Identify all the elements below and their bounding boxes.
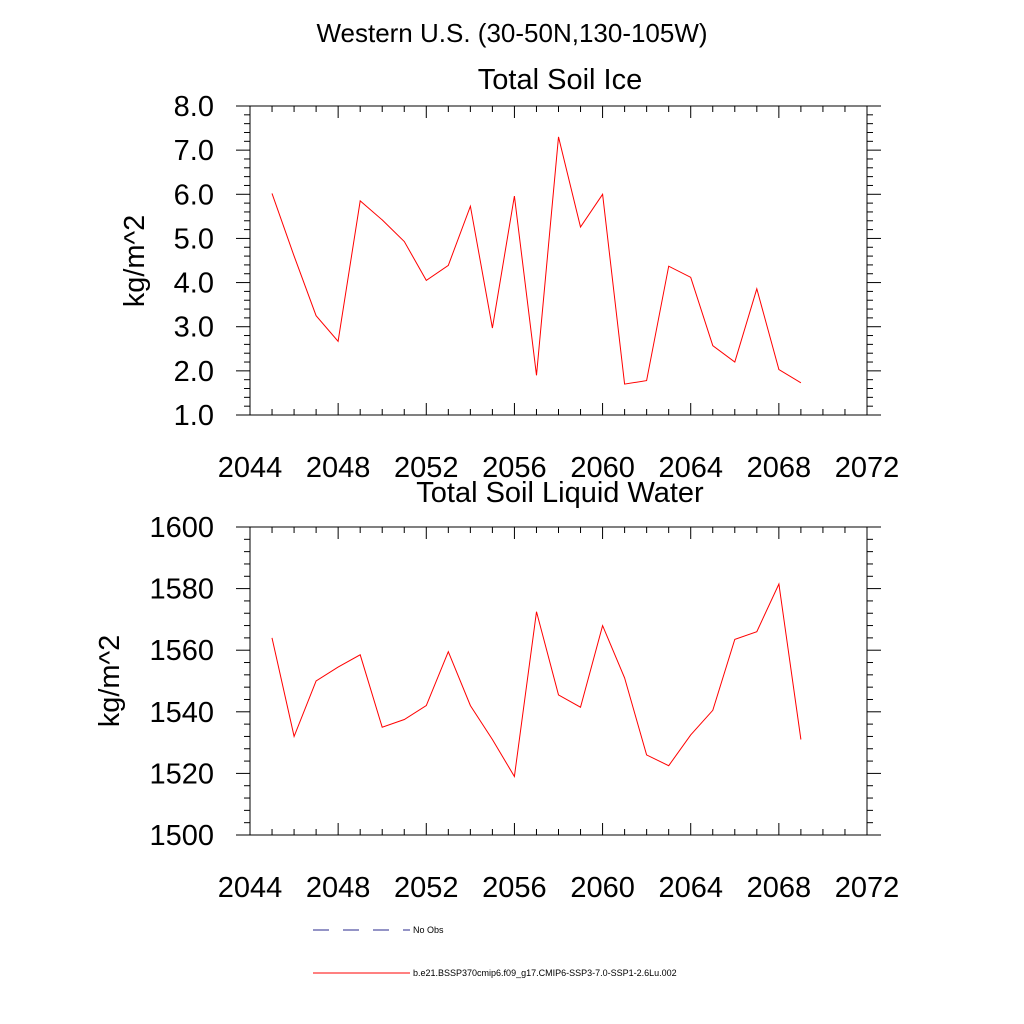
plot-frame	[249, 526, 868, 836]
y-tick-label: 7.0	[174, 135, 214, 167]
y-tick-label: 1600	[149, 512, 214, 544]
legend-entry-no-obs: No Obs	[313, 925, 444, 935]
y-tick-label: 3.0	[174, 312, 214, 344]
x-tick-label: 2060	[570, 872, 635, 904]
x-tick-label: 2060	[570, 452, 635, 484]
y-tick-label: 2.0	[174, 356, 214, 388]
y-tick-label: 1520	[149, 758, 214, 790]
y-tick-label: 1500	[149, 820, 214, 852]
y-tick-label: 6.0	[174, 179, 214, 211]
x-tick-label: 2052	[394, 872, 459, 904]
chart-total-soil-ice: Total Soil Ice kg/m^2 2044 2048 2052 2056 20…	[119, 64, 899, 484]
legend-entry-model: b.e21.BSSP370cmip6.f09_g17.CMIP6-SSP3-7.…	[313, 968, 677, 978]
x-tick-label: 2064	[658, 452, 723, 484]
x-tick-label: 2044	[218, 872, 283, 904]
series-line	[271, 582, 802, 778]
y-tick-label: 1560	[149, 635, 214, 667]
x-tick-label: 2072	[835, 452, 900, 484]
y-tick-label: 1.0	[174, 400, 214, 432]
y-tick-label: 8.0	[174, 91, 214, 123]
chart-total-soil-liquid-water: Total Soil Liquid Water kg/m^2 2044 2048 2…	[94, 477, 899, 904]
legend-label: No Obs	[413, 925, 444, 935]
series-line	[271, 136, 802, 385]
chart-title: Total Soil Liquid Water	[416, 477, 704, 509]
y-tick-label: 4.0	[174, 268, 214, 300]
x-tick-label: 2072	[835, 872, 900, 904]
legend: No Obs b.e21.BSSP370cmip6.f09_g17.CMIP6-…	[313, 925, 677, 978]
x-tick-label: 2064	[658, 872, 723, 904]
x-tick-label: 2048	[306, 452, 371, 484]
x-tick-label: 2044	[218, 452, 283, 484]
x-tick-label: 2056	[482, 452, 547, 484]
x-tick-label: 2068	[747, 452, 812, 484]
legend-label: b.e21.BSSP370cmip6.f09_g17.CMIP6-SSP3-7.…	[413, 968, 677, 978]
y-axis-label: kg/m^2	[94, 635, 126, 728]
plot-frame	[249, 105, 868, 416]
x-tick-label: 2052	[394, 452, 459, 484]
x-tick-label: 2048	[306, 872, 371, 904]
x-tick-label: 2068	[747, 872, 812, 904]
chart-title: Total Soil Ice	[478, 64, 642, 96]
y-tick-label: 5.0	[174, 223, 214, 255]
y-axis-label: kg/m^2	[119, 215, 151, 308]
y-tick-label: 1580	[149, 574, 214, 606]
x-tick-label: 2056	[482, 872, 547, 904]
y-tick-label: 1540	[149, 697, 214, 729]
figure-title: Western U.S. (30-50N,130-105W)	[316, 18, 707, 48]
